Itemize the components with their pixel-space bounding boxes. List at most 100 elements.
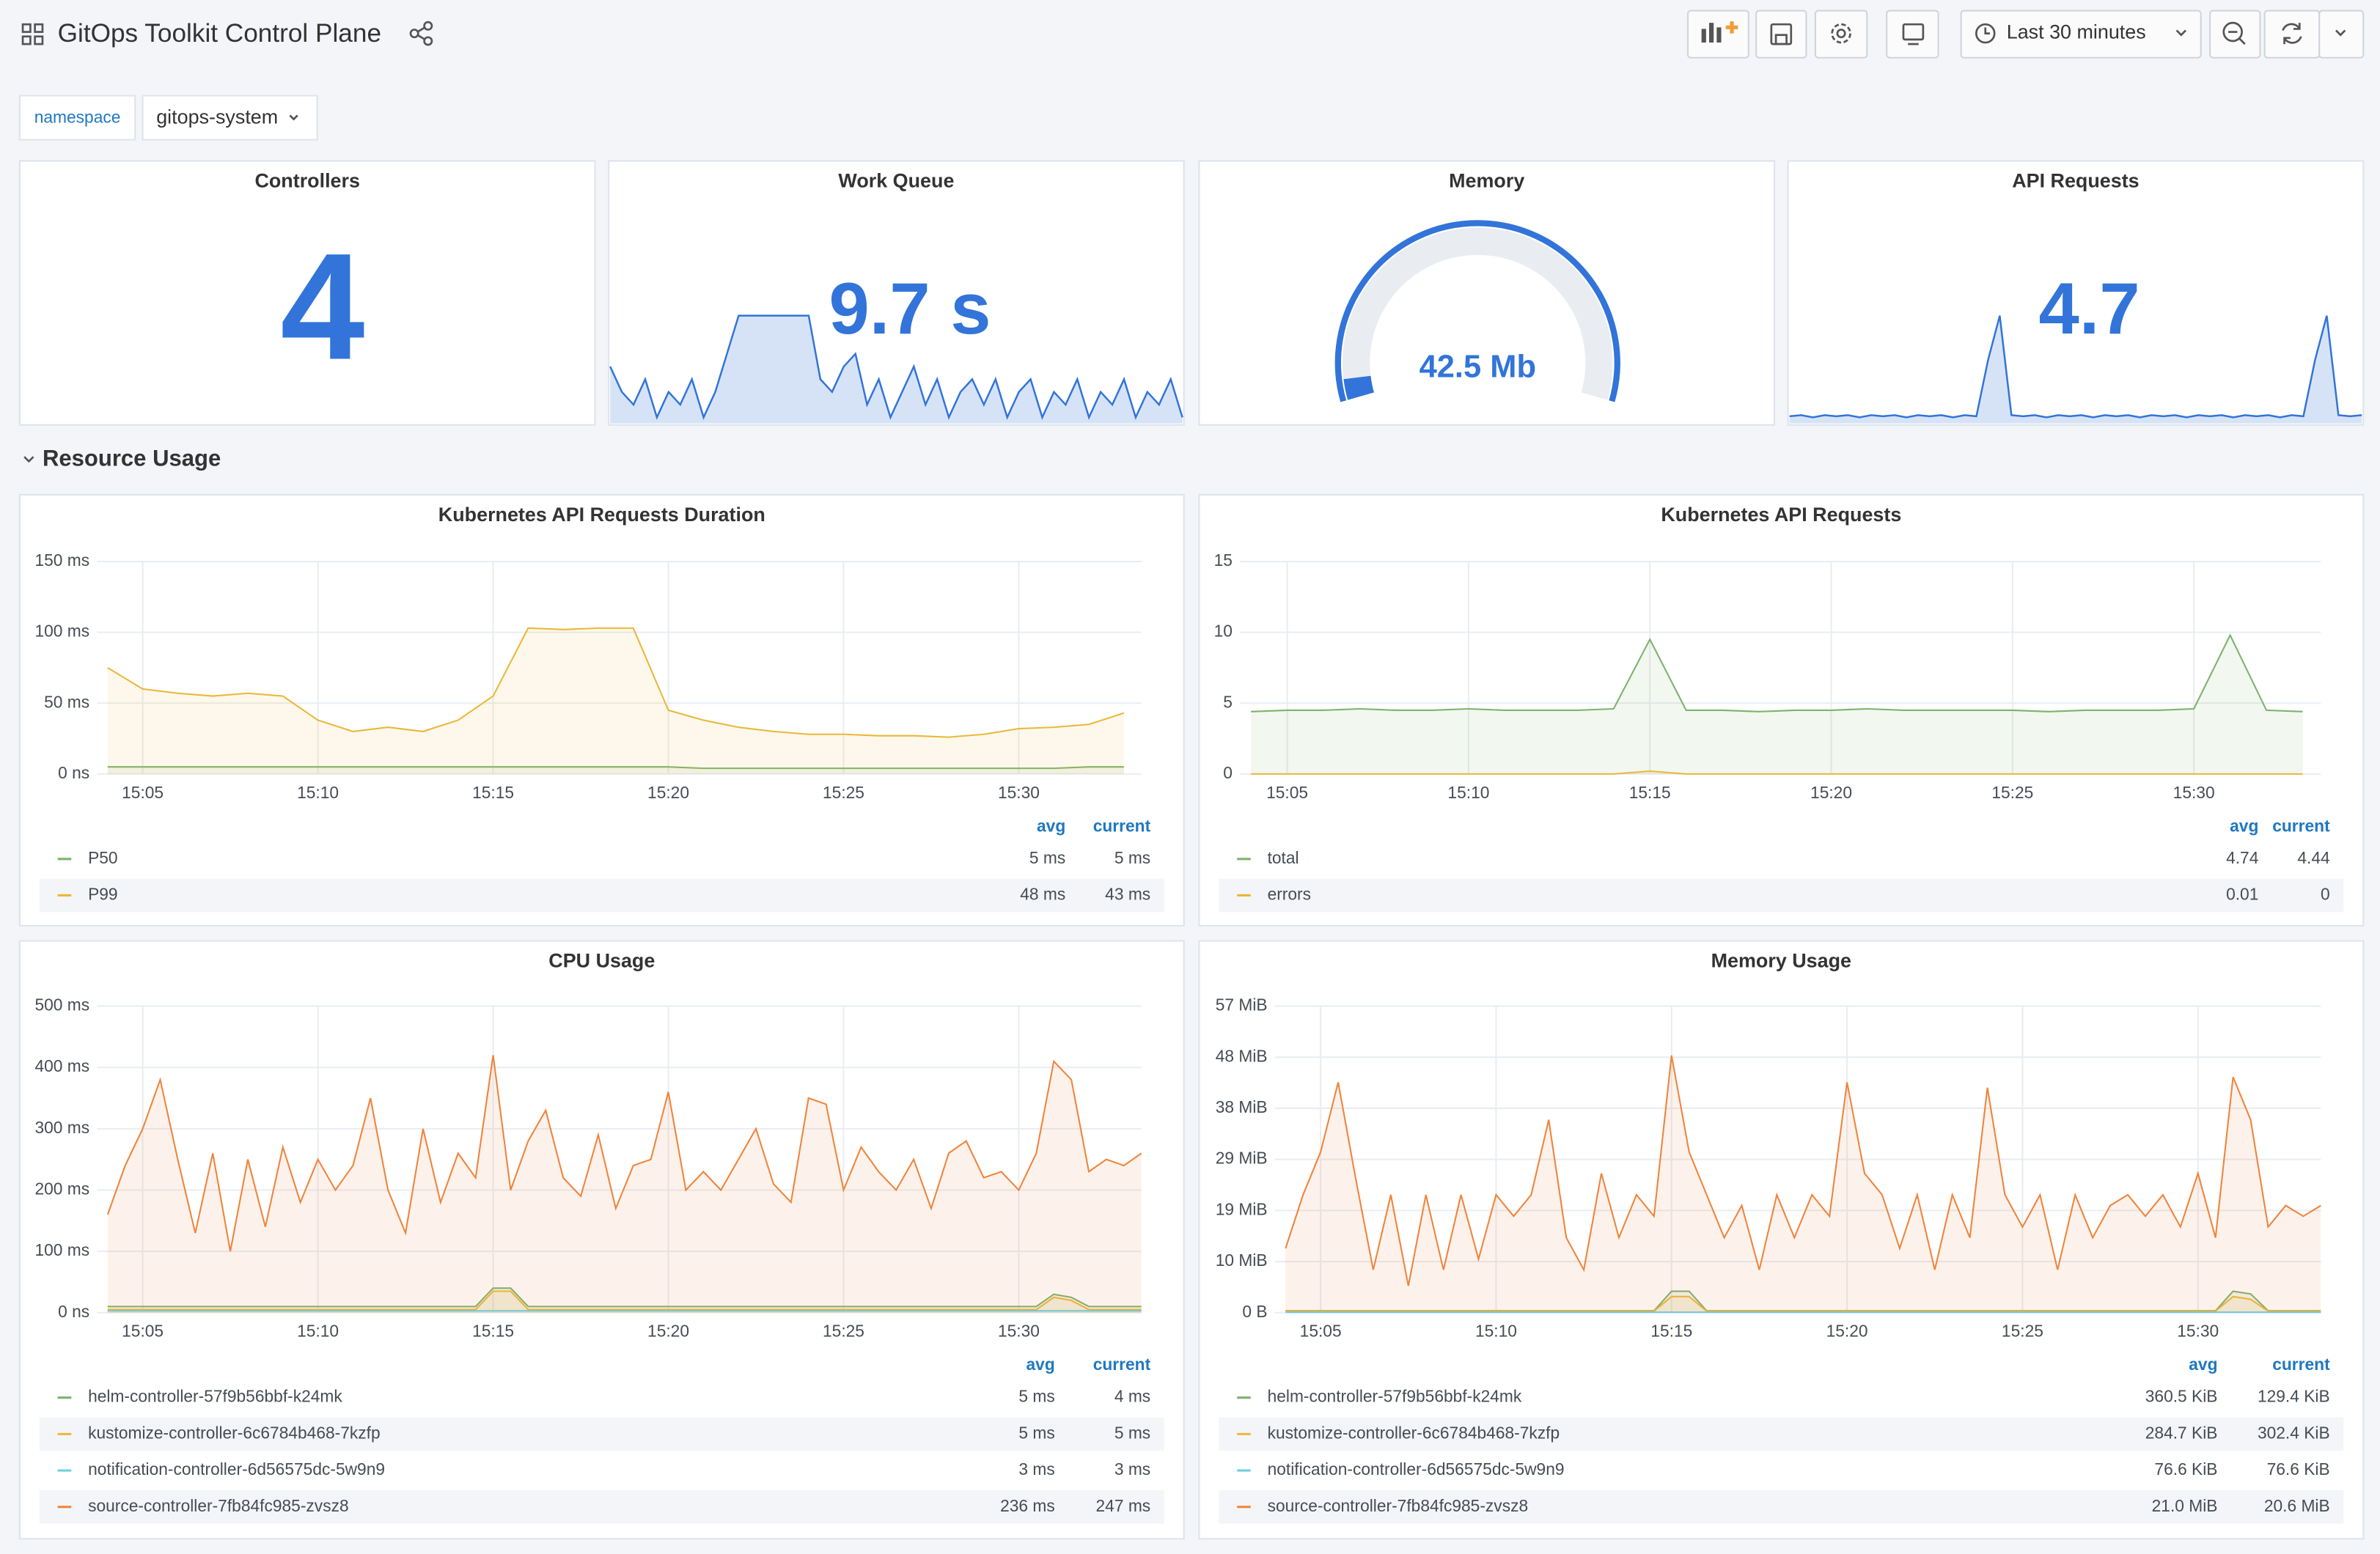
legend-name: helm-controller-57f9b56bbf-k24mk bbox=[1268, 1387, 1522, 1406]
gauge-track bbox=[1343, 227, 1613, 400]
panel-title: Kubernetes API Requests Duration bbox=[438, 504, 765, 526]
legend-avg: 5 ms bbox=[1029, 848, 1065, 867]
legend-name: P50 bbox=[88, 848, 118, 867]
tv-mode-button[interactable] bbox=[1886, 10, 1939, 59]
series-line bbox=[1251, 633, 2303, 712]
panels: Controllers 4 Work Queue 9.7 s Memory 42.5 Mb… bbox=[18, 160, 2365, 1540]
legend-avg: 48 ms bbox=[1020, 884, 1065, 903]
legend-current: 129.4 KiB bbox=[2258, 1387, 2330, 1406]
panel bbox=[1198, 160, 1776, 426]
legend-current: 4.44 bbox=[2297, 848, 2329, 867]
legend-avg: 236 ms bbox=[1000, 1496, 1055, 1515]
panel-title: Kubernetes API Requests bbox=[1661, 504, 1901, 526]
legend-name: helm-controller-57f9b56bbf-k24mk bbox=[88, 1387, 342, 1406]
x-tick-label: 15:10 bbox=[1475, 1322, 1517, 1341]
panel-title: Memory Usage bbox=[1711, 950, 1851, 972]
legend-name: kustomize-controller-6c6784b468-7kzfp bbox=[88, 1423, 381, 1442]
x-tick-label: 15:10 bbox=[1447, 783, 1489, 802]
legend-current: 247 ms bbox=[1096, 1496, 1151, 1515]
refresh-interval-button[interactable] bbox=[2318, 10, 2365, 59]
series-line bbox=[1285, 1295, 2321, 1312]
share-icon[interactable] bbox=[409, 21, 433, 46]
zoom-out-button[interactable] bbox=[2209, 10, 2261, 59]
y-tick-label: 0 ns bbox=[58, 763, 89, 782]
y-tick-label: 38 MiB bbox=[1216, 1097, 1268, 1116]
legend-header: avg bbox=[2189, 1355, 2217, 1374]
panel bbox=[608, 160, 1185, 426]
series-line bbox=[107, 627, 1125, 738]
time-range-label[interactable]: Last 30 minutes bbox=[2007, 21, 2146, 43]
y-tick-label: 100 ms bbox=[34, 1240, 89, 1259]
gauge-fill bbox=[1343, 375, 1375, 400]
panel bbox=[1787, 160, 2365, 426]
legend-header: current bbox=[2272, 816, 2330, 835]
sparkline-area bbox=[610, 315, 1183, 424]
x-tick-label: 15:10 bbox=[297, 1322, 339, 1341]
y-tick-label: 500 ms bbox=[34, 995, 89, 1014]
legend-avg: 0.01 bbox=[2226, 884, 2258, 903]
y-tick-label: 300 ms bbox=[34, 1118, 89, 1137]
sparkline bbox=[609, 314, 1183, 420]
y-tick-label: 57 MiB bbox=[1216, 995, 1268, 1014]
legend-avg: 5 ms bbox=[1018, 1387, 1054, 1406]
variable-value[interactable]: gitops-system bbox=[156, 106, 278, 128]
variable-label: namespace bbox=[18, 95, 136, 141]
y-tick-label: 100 ms bbox=[34, 622, 89, 641]
y-tick-label: 0 B bbox=[1242, 1302, 1267, 1321]
y-tick-label: 200 ms bbox=[34, 1179, 89, 1198]
x-tick-label: 15:25 bbox=[823, 1322, 864, 1341]
x-tick-label: 15:05 bbox=[122, 1322, 164, 1341]
legend-header: current bbox=[1093, 1355, 1151, 1374]
time-picker[interactable]: Last 30 minutes bbox=[1960, 10, 2202, 59]
x-tick-label: 15:15 bbox=[1629, 783, 1671, 802]
dashboard-title[interactable]: GitOps Toolkit Control Plane bbox=[58, 19, 381, 48]
settings-button[interactable] bbox=[1814, 10, 1868, 59]
series-line bbox=[1251, 770, 2303, 775]
legend-current: 5 ms bbox=[1114, 1423, 1150, 1442]
legend-current: 5 ms bbox=[1114, 848, 1150, 867]
sparkline bbox=[1789, 315, 2362, 419]
legend-row-bg bbox=[1219, 1489, 2344, 1524]
panel bbox=[18, 160, 596, 426]
y-tick-label: 5 bbox=[1223, 692, 1233, 711]
legend-name: total bbox=[1268, 848, 1299, 867]
legend-row-bg bbox=[39, 1489, 1164, 1524]
add-panel-button[interactable] bbox=[1686, 10, 1749, 59]
legend-current: 302.4 KiB bbox=[2258, 1423, 2330, 1442]
y-tick-label: 0 bbox=[1223, 763, 1233, 782]
x-tick-label: 15:20 bbox=[647, 1322, 689, 1341]
legend-current: 4 ms bbox=[1114, 1387, 1150, 1406]
y-tick-label: 150 ms bbox=[34, 550, 89, 570]
variable-dropdown[interactable]: gitops-system bbox=[142, 95, 318, 141]
row-collapse-icon[interactable] bbox=[23, 456, 34, 463]
legend-avg: 360.5 KiB bbox=[2145, 1387, 2218, 1406]
panel-title: Controllers bbox=[254, 170, 360, 192]
x-tick-label: 15:20 bbox=[647, 783, 689, 802]
x-tick-label: 15:30 bbox=[998, 783, 1040, 802]
panel-title: Work Queue bbox=[838, 170, 954, 192]
legend-current: 0 bbox=[2321, 884, 2330, 903]
panel-title: API Requests bbox=[2012, 170, 2139, 192]
panel bbox=[18, 493, 1185, 927]
legend-header: avg bbox=[1026, 1355, 1055, 1374]
legend-name: kustomize-controller-6c6784b468-7kzfp bbox=[1268, 1423, 1560, 1442]
series-line bbox=[1285, 1055, 2321, 1286]
series-line bbox=[107, 766, 1124, 770]
x-tick-label: 15:20 bbox=[1810, 783, 1852, 802]
series-line bbox=[107, 1290, 1142, 1311]
save-button[interactable] bbox=[1755, 10, 1807, 59]
legend-avg: 21.0 MiB bbox=[2152, 1496, 2218, 1515]
row-title[interactable]: Resource Usage bbox=[43, 446, 221, 471]
x-tick-label: 15:20 bbox=[1826, 1322, 1868, 1341]
series-line bbox=[106, 1055, 1142, 1252]
legend-header: avg bbox=[2230, 816, 2258, 835]
y-tick-label: 19 MiB bbox=[1216, 1199, 1268, 1218]
x-tick-label: 15:05 bbox=[1266, 783, 1308, 802]
y-tick-label: 10 MiB bbox=[1216, 1251, 1268, 1270]
legend-avg: 3 ms bbox=[1018, 1459, 1054, 1478]
refresh-button[interactable] bbox=[2263, 10, 2321, 59]
legend-current: 76.6 KiB bbox=[2267, 1459, 2330, 1478]
dashboard-icon[interactable] bbox=[21, 23, 44, 45]
x-tick-label: 15:05 bbox=[122, 783, 164, 802]
